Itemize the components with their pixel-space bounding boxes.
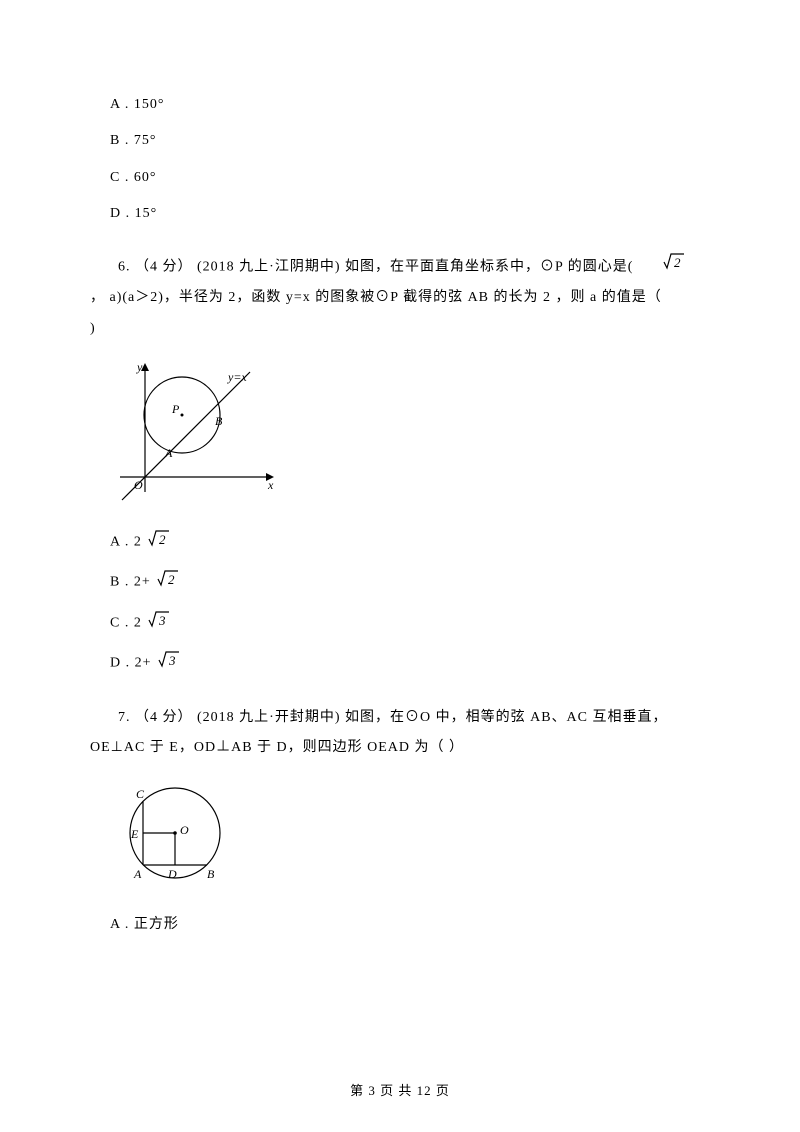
q6-option-d: D . 2+ 3: [110, 650, 710, 676]
fig1-label-B: B: [215, 414, 223, 428]
q6-option-c: C . 2 3: [110, 610, 710, 636]
sqrt-2-icon: 2: [157, 569, 179, 595]
q6-prefix: 6. （4 分） (2018 九上·江阴期中) 如图，在平面直角坐标系中，⊙P …: [118, 259, 633, 274]
fig1-label-y: y: [136, 360, 143, 374]
q6-option-c-text: C . 2: [110, 615, 146, 630]
svg-text:2: 2: [674, 255, 682, 270]
fig2-label-B: B: [207, 867, 215, 881]
fig1-label-x: x: [267, 478, 274, 492]
svg-text:3: 3: [158, 613, 167, 628]
svg-text:2: 2: [168, 572, 176, 587]
q7-option-a: A . 正方形: [110, 914, 710, 936]
fig2-label-E: E: [130, 827, 139, 841]
q6-figure: y x O P A B y=x: [110, 357, 710, 515]
q5-option-b: B . 75°: [110, 130, 710, 152]
fig2-label-A: A: [133, 867, 142, 881]
q7-figure: C E O A D B: [110, 776, 710, 899]
q7-text: 7. （4 分） (2018 九上·开封期中) 如图，在⊙O 中，相等的弦 AB…: [90, 703, 710, 765]
q6-mid: ， a)(a＞2)，半径为 2，函数 y=x 的图象被⊙P 截得的弦 AB 的长…: [90, 290, 662, 305]
q5-option-c: C . 60°: [110, 167, 710, 189]
fig2-label-D: D: [167, 867, 177, 881]
fig1-label-P: P: [171, 402, 180, 416]
fig1-label-O: O: [134, 478, 143, 492]
fig2-label-O: O: [180, 823, 189, 837]
q5-option-a: A . 150°: [110, 94, 710, 116]
fig2-label-C: C: [136, 787, 145, 801]
sqrt-2-icon: 2: [148, 529, 170, 555]
sqrt-2-icon: 2: [635, 252, 685, 283]
q6-text: 6. （4 分） (2018 九上·江阴期中) 如图，在平面直角坐标系中，⊙P …: [30, 252, 740, 345]
fig1-label-A: A: [164, 446, 173, 460]
q6-option-b-text: B . 2+: [110, 575, 155, 590]
q5-option-d: D . 15°: [110, 203, 710, 225]
q6-option-a-text: A . 2: [110, 534, 146, 549]
page-footer: 第 3 页 共 12 页: [0, 1081, 800, 1102]
fig1-label-yeqx: y=x: [227, 370, 247, 384]
svg-text:2: 2: [159, 532, 167, 547]
svg-text:3: 3: [168, 653, 177, 668]
q6-option-d-text: D . 2+: [110, 656, 156, 671]
q6-end: ): [90, 321, 96, 336]
q6-option-a: A . 2 2: [110, 529, 710, 555]
sqrt-3-icon: 3: [148, 610, 170, 636]
q6-option-b: B . 2+ 2: [110, 569, 710, 595]
sqrt-3-icon: 3: [158, 650, 180, 676]
